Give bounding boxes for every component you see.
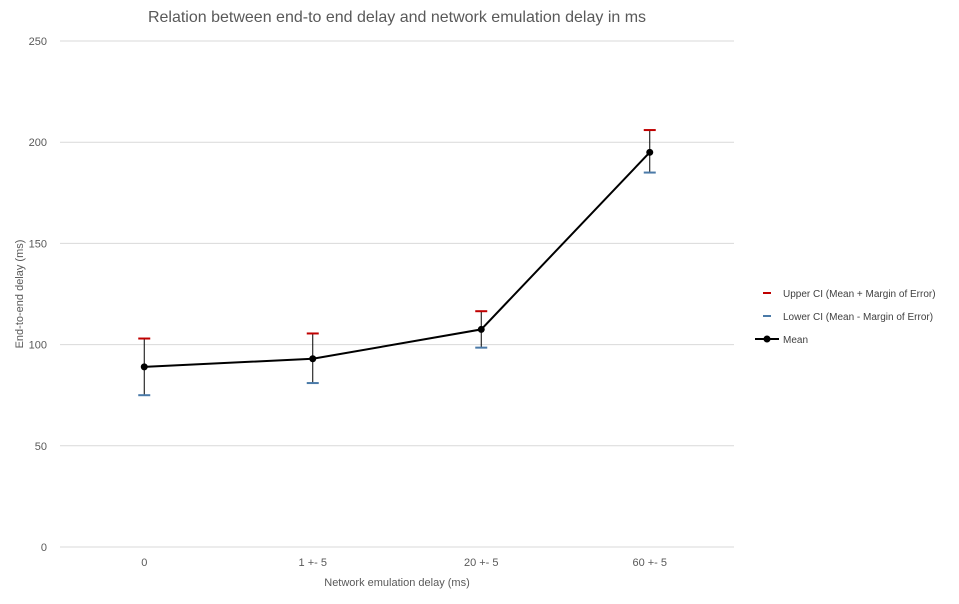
legend-marker xyxy=(763,335,771,343)
x-tick-label: 0 xyxy=(141,557,147,569)
mean-point xyxy=(477,325,485,333)
legend-label: Upper CI (Mean + Margin of Error) xyxy=(783,289,936,300)
legend-label: Mean xyxy=(783,335,808,346)
y-tick-label: 150 xyxy=(29,238,47,250)
mean-line xyxy=(144,151,651,368)
series-layer xyxy=(138,129,656,397)
mean-point xyxy=(646,148,654,156)
y-tick-label: 0 xyxy=(41,542,47,554)
mean-point xyxy=(140,363,148,371)
y-tick-label: 200 xyxy=(29,137,47,149)
mean-point xyxy=(309,355,317,363)
legend: Upper CI (Mean + Margin of Error) Lower C… xyxy=(755,289,936,346)
y-tick-labels: 0 50 100 150 200 250 xyxy=(29,36,47,554)
x-axis-label: Network emulation delay (ms) xyxy=(324,577,470,589)
chart-title: Relation between end-to end delay and ne… xyxy=(148,9,646,26)
y-tick-label: 100 xyxy=(29,340,47,352)
legend-label: Lower CI (Mean - Margin of Error) xyxy=(783,312,933,323)
x-tick-label: 1 +- 5 xyxy=(299,557,327,569)
x-tick-label: 60 +- 5 xyxy=(632,557,667,569)
error-bars xyxy=(143,130,651,396)
y-axis-label: End-to-end delay (ms) xyxy=(14,240,26,349)
x-tick-labels: 0 1 +- 5 20 +- 5 60 +- 5 xyxy=(141,557,667,569)
y-tick-label: 250 xyxy=(29,36,47,48)
gridlines xyxy=(60,40,734,548)
y-tick-label: 50 xyxy=(35,441,47,453)
x-tick-label: 20 +- 5 xyxy=(464,557,499,569)
